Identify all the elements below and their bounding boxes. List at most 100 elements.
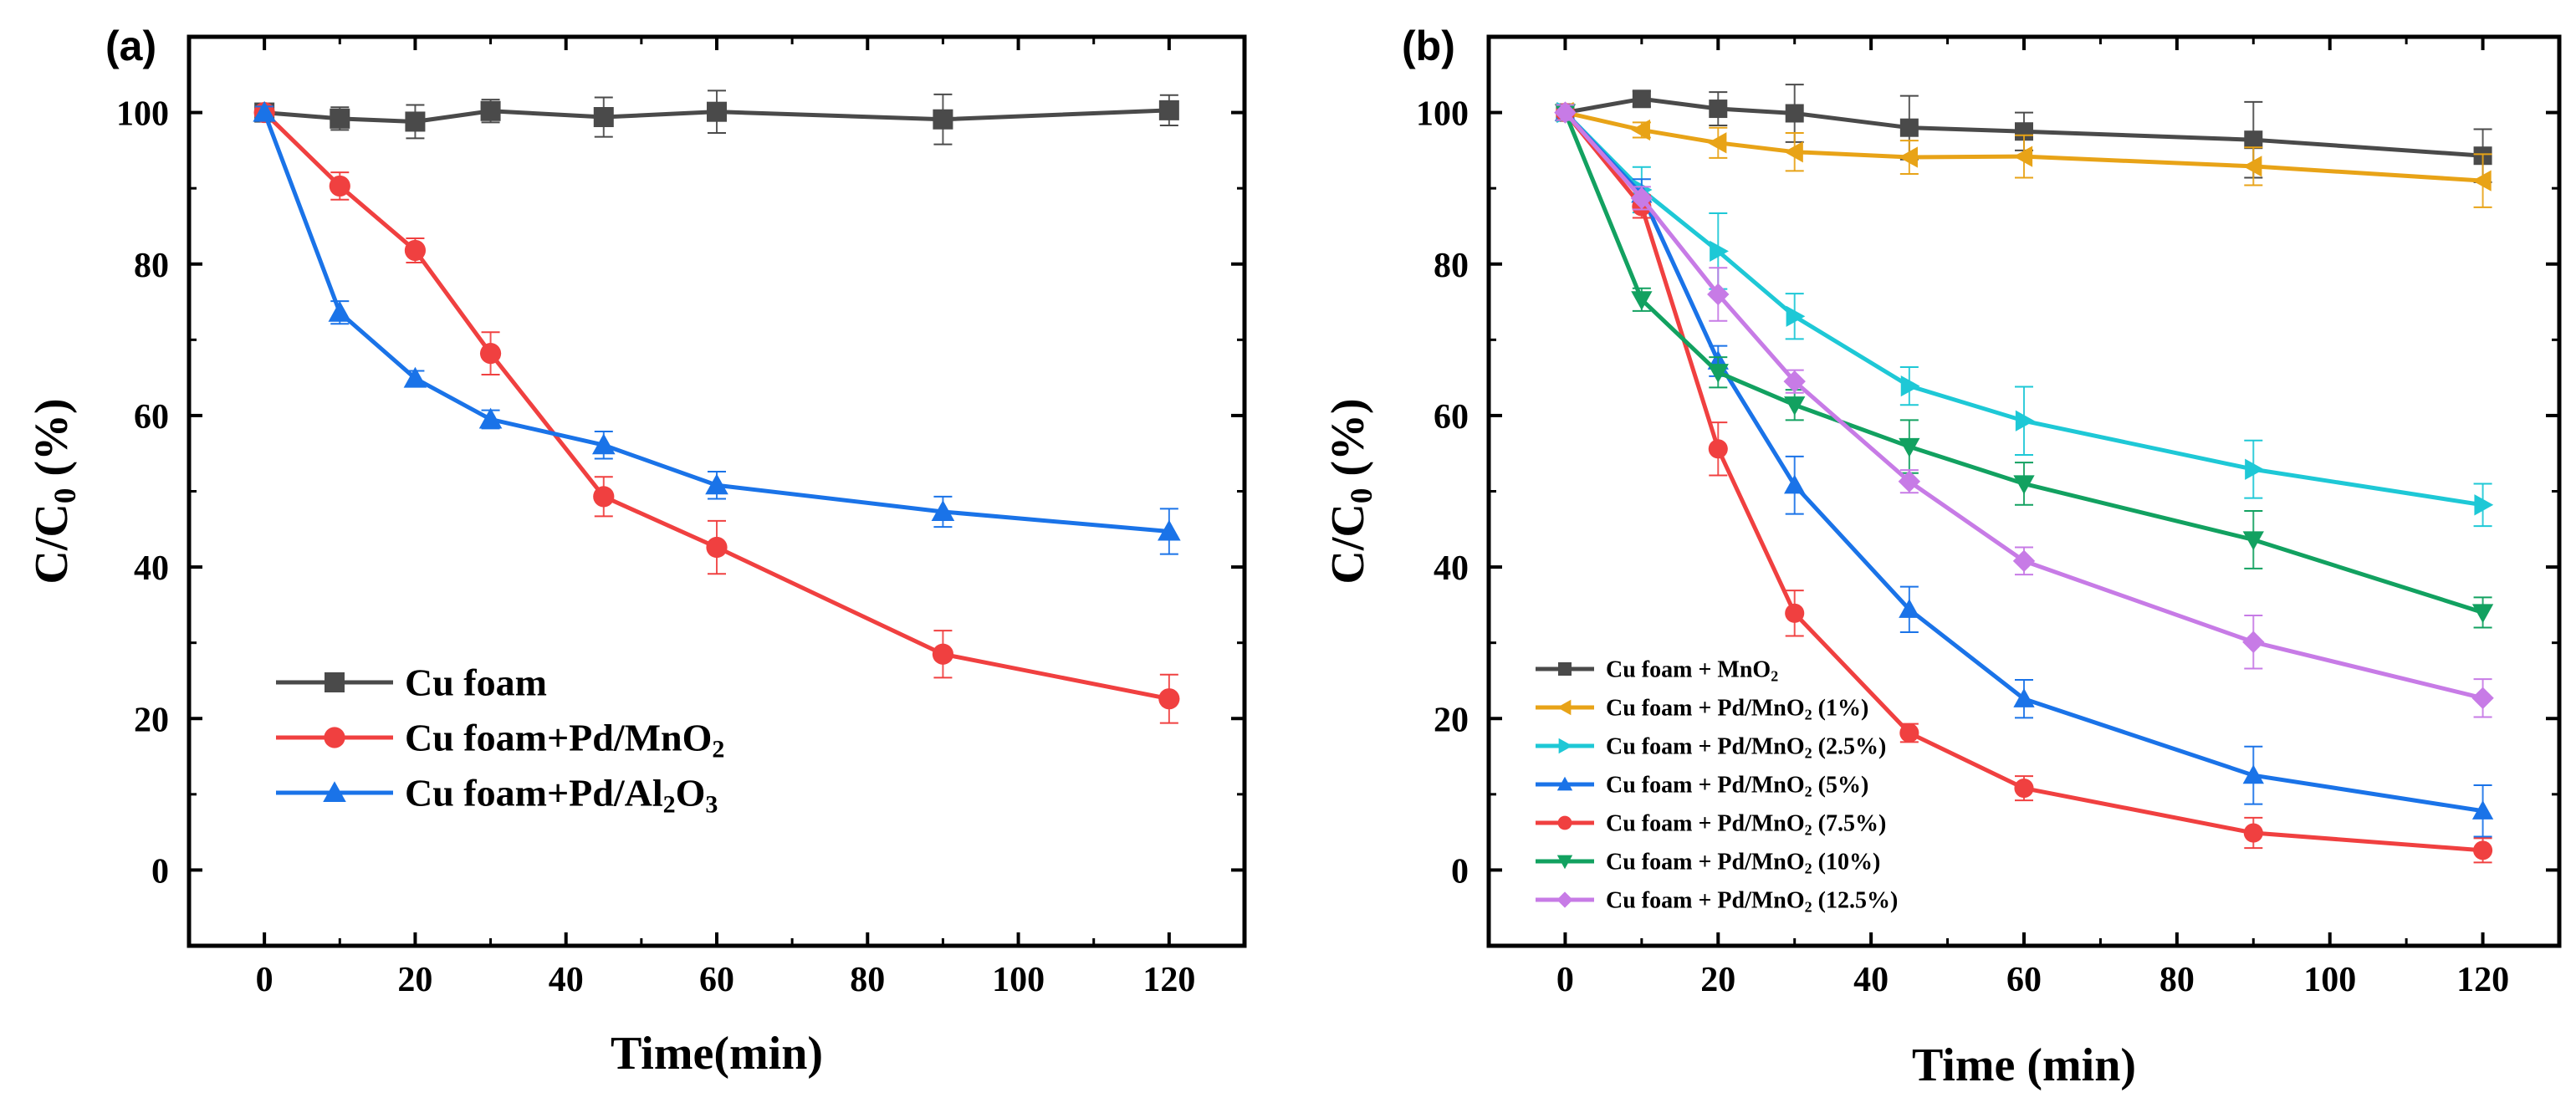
legend-label-part: 2 (663, 791, 676, 819)
data-point (328, 300, 352, 322)
series-2 (1556, 101, 2494, 528)
series-0 (254, 89, 1179, 146)
data-point (404, 239, 427, 262)
data-point (479, 343, 502, 365)
legend-label-part: (1%) (1812, 696, 1869, 722)
y-axis-label: C/C0 (%) (26, 398, 83, 584)
legend-swatch-marker (1556, 855, 1573, 870)
data-point (1710, 240, 1729, 263)
series-line (1564, 110, 2483, 183)
legend-label-part: Cu foam + MnO (1606, 657, 1771, 683)
data-point (1158, 100, 1179, 120)
data-point (2242, 156, 2262, 177)
legend-swatch-marker (1556, 776, 1573, 791)
data-point (253, 100, 276, 122)
series-line (262, 111, 1170, 534)
legend-label-part: 2 (1805, 745, 1812, 762)
legend-label-part: Cu foam + Pd/MnO (1606, 773, 1805, 799)
legend-label-part: 2 (1771, 668, 1778, 685)
data-point (705, 473, 728, 495)
series-1 (253, 101, 1180, 724)
panel-a: 0 20 40 60 80 100 120020406080100Time(min)C/C0… (26, 23, 1247, 1080)
data-point (1784, 396, 1806, 416)
data-point (1784, 141, 1803, 163)
data-point (1899, 437, 1920, 457)
panel-label: (a) (105, 23, 156, 69)
data-point (405, 111, 426, 132)
legend-label-part: 2 (1805, 822, 1812, 839)
panel-label: (b) (1402, 23, 1455, 69)
series-6 (1554, 101, 2494, 718)
legend-label-part: Cu foam + Pd/MnO (1606, 850, 1805, 876)
legend-label: Cu foam (405, 661, 547, 704)
data-point (933, 109, 953, 130)
data-point (478, 407, 503, 429)
data-point (2015, 410, 2035, 431)
y-tick-label: 0 (1451, 852, 1469, 891)
x-tick-label: 20 (397, 961, 432, 999)
x-tick-label: 0 (256, 961, 273, 999)
series-line (1563, 111, 2483, 853)
data-point (2471, 687, 2494, 709)
legend-label-part: 2 (712, 736, 724, 763)
x-axis-label: Time(min) (611, 1028, 823, 1080)
data-point (480, 100, 501, 121)
legend-label-part: 2 (1805, 784, 1812, 800)
legend-label-part: (%) (26, 398, 78, 488)
data-point (2244, 130, 2263, 150)
data-point (329, 175, 350, 197)
data-point (2013, 475, 2035, 495)
legend-label: Cu foam + Pd/MnO2 (5%) (1606, 773, 1868, 800)
legend-label-part: 3 (705, 791, 718, 819)
legend-label: Cu foam + MnO2 (1606, 657, 1778, 685)
x-tick-label: 40 (1853, 961, 1889, 999)
legend-swatch-marker (1557, 815, 1572, 830)
data-point (1631, 119, 1650, 141)
legend-label-part: (%) (1322, 398, 1374, 488)
legend-label-part: Cu foam+Pd/MnO (405, 717, 712, 759)
data-point (1783, 370, 1806, 393)
legend-label: Cu foam+Pd/MnO2 (405, 717, 724, 763)
data-point (2474, 494, 2494, 516)
data-point (2013, 688, 2035, 707)
legend-label: Cu foam + Pd/MnO2 (2.5%) (1606, 734, 1886, 762)
y-tick-label: 40 (1434, 549, 1469, 588)
legend-swatch-marker (1556, 891, 1573, 908)
data-point (2014, 779, 2034, 799)
data-point (1554, 101, 1577, 124)
y-tick-label: 80 (134, 247, 169, 285)
data-point (2242, 764, 2264, 784)
legend-label-part: Cu foam + Pd/MnO (1606, 734, 1805, 760)
legend-label-part: (12.5%) (1812, 888, 1899, 914)
data-point (932, 643, 954, 665)
legend-label-part: (2.5%) (1812, 734, 1887, 760)
x-tick-label: 40 (549, 961, 584, 999)
legend-label-part: Cu foam + Pd/MnO (1606, 811, 1805, 837)
x-tick-label: 120 (1142, 961, 1195, 999)
legend-swatch-marker (324, 727, 345, 748)
legend-label-part: (10%) (1812, 850, 1881, 876)
legend-label-part: 0 (1345, 488, 1379, 504)
data-point (1899, 722, 1919, 743)
data-point (1899, 146, 1918, 168)
series-line (1563, 110, 2483, 508)
data-point (706, 536, 728, 559)
legend-label-part: Cu foam (405, 661, 547, 704)
x-tick-label: 60 (2006, 961, 2042, 999)
series-line (1563, 110, 2483, 814)
y-tick-label: 60 (1434, 398, 1469, 437)
x-tick-label: 80 (850, 961, 885, 999)
y-tick-label: 20 (1434, 701, 1469, 739)
data-point (2242, 631, 2265, 653)
x-tick-label: 0 (1556, 961, 1574, 999)
y-tick-label: 80 (1434, 247, 1469, 285)
legend-label: Cu foam + Pd/MnO2 (7.5%) (1606, 811, 1886, 839)
legend-label-part: (7.5%) (1812, 811, 1887, 837)
data-point (2012, 549, 2036, 573)
data-point (593, 486, 615, 508)
x-tick-label: 100 (992, 961, 1045, 999)
series-line (1563, 111, 2484, 615)
legend-label-part: C/C (1322, 503, 1374, 584)
